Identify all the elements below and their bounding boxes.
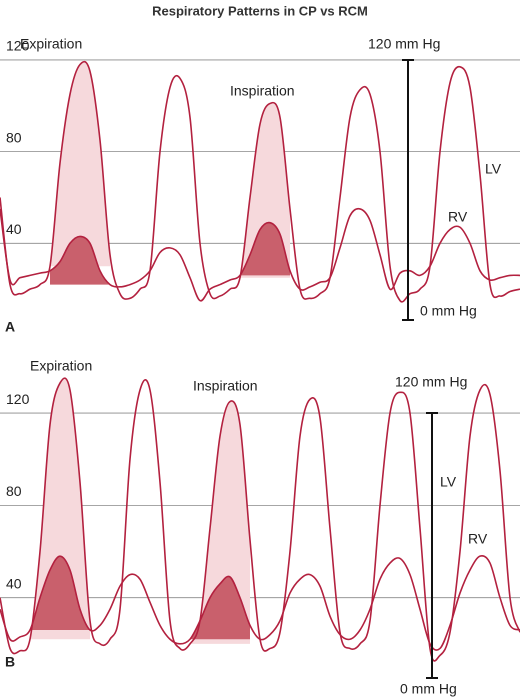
pressure-trace [0, 60, 520, 303]
shaded-beat [50, 61, 110, 267]
scale-label: 120 mm Hg [395, 374, 467, 390]
series-label: RV [468, 531, 488, 547]
annotation: Expiration [20, 36, 82, 52]
shaded-beat [30, 556, 90, 630]
y-tick-label: 80 [6, 129, 22, 145]
scale-label: 120 mm Hg [368, 36, 440, 52]
scale-label: 0 mm Hg [420, 303, 477, 319]
panel-label: A [5, 319, 15, 335]
series-label: RV [448, 209, 468, 225]
annotation: Expiration [30, 358, 92, 374]
annotation: Inspiration [230, 83, 295, 99]
shaded-beat [50, 236, 110, 285]
y-tick-label: 120 [6, 391, 30, 407]
figure-title: Respiratory Patterns in CP vs RCM [152, 3, 368, 18]
pressure-trace [0, 207, 520, 302]
shaded-beat [30, 378, 90, 640]
y-tick-label: 40 [6, 221, 22, 237]
panel-label: B [5, 654, 15, 670]
y-tick-label: 40 [6, 575, 22, 591]
y-tick-label: 80 [6, 483, 22, 499]
scale-label: 0 mm Hg [400, 681, 457, 697]
series-label: LV [440, 474, 457, 490]
series-label: LV [485, 161, 502, 177]
y-tick-label: 120 [6, 38, 30, 54]
shaded-beat [240, 222, 290, 276]
annotation: Inspiration [193, 378, 258, 394]
shaded-beat [190, 576, 250, 640]
